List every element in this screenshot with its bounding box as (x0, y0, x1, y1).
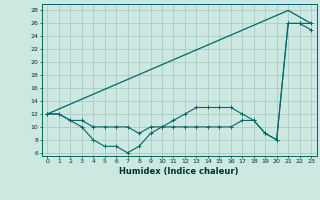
X-axis label: Humidex (Indice chaleur): Humidex (Indice chaleur) (119, 167, 239, 176)
